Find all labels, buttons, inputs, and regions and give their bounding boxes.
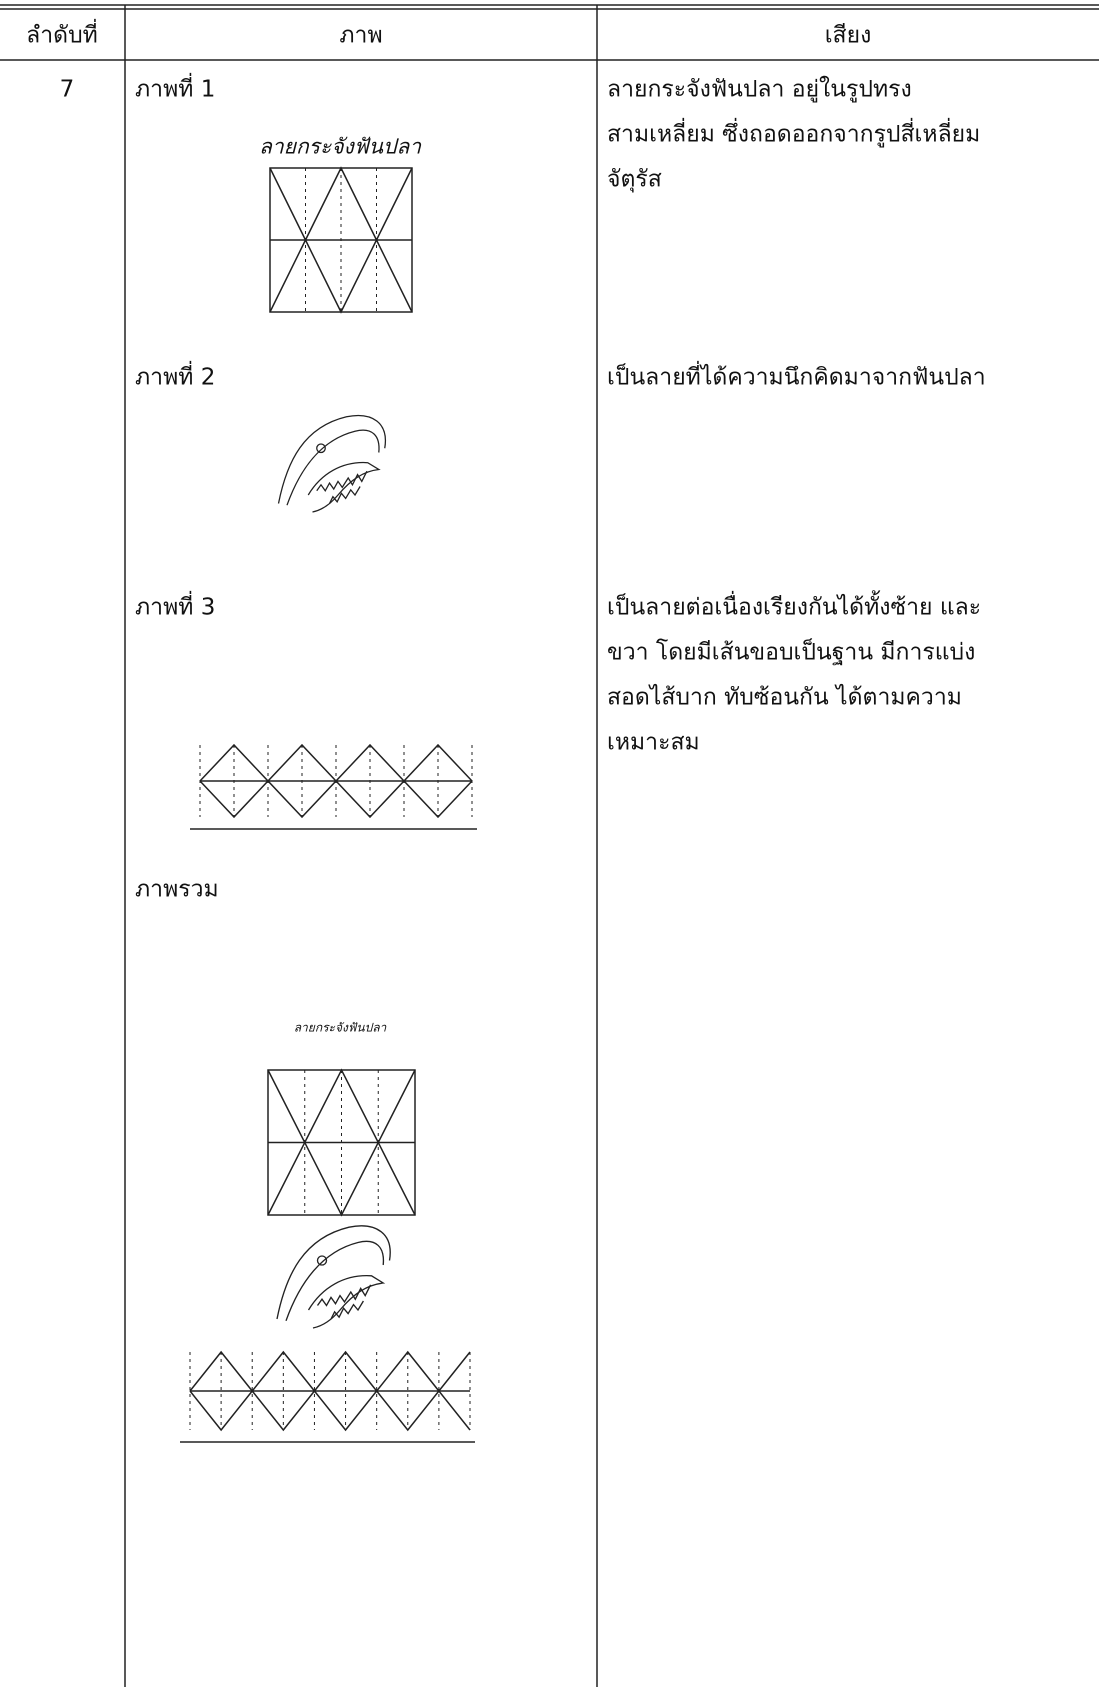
- pattern-line: [267, 1140, 416, 1217]
- fish-outline: [316, 1284, 372, 1307]
- description: สอดไส้บาก ทับซ้อนกัน ได้ตามความ: [607, 684, 962, 711]
- fish-outline: [307, 462, 381, 513]
- fish-outline: [316, 1255, 328, 1266]
- description: เป็นลายต่อเนื่องเรียงกันได้ทั้งซ้าย และ: [607, 591, 981, 621]
- description: ขวา โดยมีเส้นขอบเป็นฐาน มีการแบ่ง: [607, 637, 975, 666]
- fish-outline: [276, 1225, 391, 1320]
- fish-outline: [285, 1240, 385, 1322]
- pattern-line: [189, 1389, 471, 1432]
- figure-label: ภาพที่ 3: [135, 591, 215, 621]
- column-header: ภาพ: [339, 23, 382, 49]
- description: เหมาะสม: [607, 730, 700, 756]
- figure-label: ภาพรวม: [135, 877, 219, 903]
- figure-label: ภาพที่ 2: [135, 361, 215, 391]
- column-header: ลำดับที่: [26, 19, 98, 49]
- fish-outline: [330, 1300, 364, 1320]
- description: ลายกระจังฟันปลา อยู่ในรูปทรง: [607, 76, 912, 103]
- fish-outline: [286, 429, 380, 506]
- pattern-line: [199, 779, 473, 819]
- pattern-line: [189, 1350, 471, 1393]
- fish-head: [276, 1225, 391, 1329]
- fish-outline: [328, 486, 361, 504]
- fish-outline: [316, 443, 326, 454]
- figure-caption: ลายกระจังฟันปลา: [294, 1021, 388, 1035]
- fish-outline: [307, 1275, 386, 1329]
- description: เป็นลายที่ได้ความนึกคิดมาจากฟันปลา: [607, 361, 986, 391]
- pattern-line: [269, 238, 413, 314]
- fish-outline: [316, 470, 368, 492]
- figure-caption: ลายกระจังฟันปลา: [259, 135, 422, 159]
- description: จัตุรัส: [607, 167, 662, 193]
- description: สามเหลี่ยม ซึ่งถอดออกจากรูปสี่เหลี่ยม: [607, 118, 980, 148]
- column-header: เสียง: [825, 23, 872, 49]
- figure-label: ภาพที่ 1: [135, 73, 215, 103]
- row-number: 7: [60, 77, 75, 103]
- fish-head: [277, 415, 387, 513]
- fish-outline: [277, 415, 387, 504]
